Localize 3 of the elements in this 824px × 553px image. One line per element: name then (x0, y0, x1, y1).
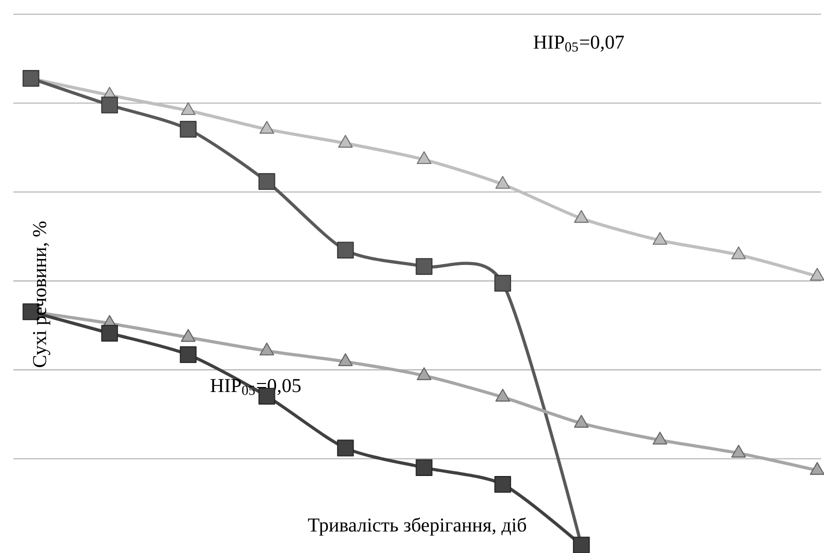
text: НІР$_{05}$=0,07 (534, 36, 624, 52)
x-axis-title: Тривалість зберігання, діб (308, 518, 526, 536)
y-axis-title: Сухі речовини, % (32, 222, 50, 368)
